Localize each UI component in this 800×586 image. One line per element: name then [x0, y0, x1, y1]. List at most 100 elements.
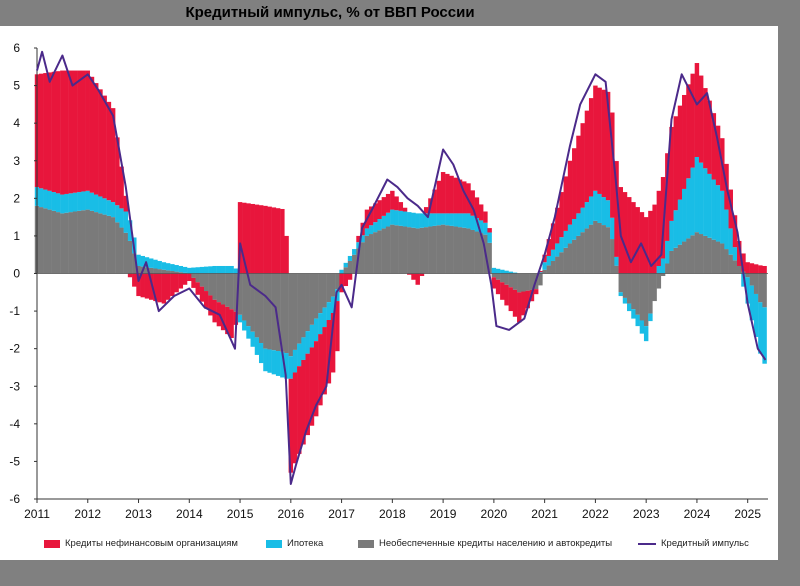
- bar-segment: [127, 273, 133, 278]
- bar-segment: [301, 337, 306, 360]
- bar-segment: [682, 94, 687, 189]
- bar-segment: [390, 209, 395, 225]
- bar-segment: [381, 228, 387, 274]
- bar-segment: [694, 232, 700, 274]
- bar-segment: [220, 265, 226, 274]
- bar-segment: [610, 239, 615, 274]
- bar-segment: [521, 291, 526, 316]
- bar-segment: [584, 228, 590, 274]
- bar-segment: [466, 213, 471, 229]
- bar-segment: [436, 213, 442, 226]
- bar-segment: [208, 266, 213, 274]
- bar-segment: [284, 273, 289, 354]
- bar-segment: [470, 215, 475, 230]
- bar-segment: [703, 168, 708, 236]
- bar-segment: [297, 343, 302, 367]
- bar-segment: [478, 220, 484, 234]
- bar-segment: [504, 284, 509, 306]
- bar-segment: [525, 290, 530, 309]
- bar-segment: [665, 153, 670, 241]
- bar-segment: [191, 277, 196, 288]
- bar-segment: [698, 162, 704, 235]
- legend-label-credit-impulse: Кредитный импульс: [661, 538, 749, 549]
- bar-segment: [60, 194, 65, 214]
- bar-segment: [305, 331, 310, 354]
- bar-segment: [187, 267, 192, 274]
- bar-segment: [297, 273, 302, 344]
- bar-segment: [280, 351, 285, 378]
- bar-segment: [538, 270, 543, 273]
- bar-segment: [686, 238, 691, 274]
- bar-segment: [187, 273, 192, 282]
- bar-segment: [352, 249, 357, 255]
- bar-segment: [343, 262, 349, 268]
- bar-segment: [665, 263, 670, 274]
- bar-segment: [394, 225, 399, 274]
- bar-segment: [749, 285, 755, 321]
- x-tick-label: 2025: [734, 507, 761, 521]
- bar-segment: [745, 273, 750, 278]
- bar-segment: [720, 243, 725, 274]
- bar-segment: [635, 273, 640, 315]
- bar-segment: [51, 210, 57, 274]
- bar-segment: [521, 273, 526, 292]
- bar-segment: [580, 123, 585, 208]
- axes-group: 6 5 4 3 2 1 0 -1 -2 -3 -4 -5 -6 2011 2012 2013 2014 2015 2…: [9, 41, 768, 521]
- bar-segment: [51, 192, 57, 211]
- bar-segment: [411, 227, 416, 274]
- bar-segment: [732, 260, 738, 274]
- x-tick-label: 2014: [176, 507, 203, 521]
- bar-segment: [161, 269, 167, 274]
- bar-segment: [313, 318, 319, 342]
- bar-segment: [157, 260, 162, 270]
- bar-segment: [758, 265, 763, 274]
- bar-segment: [297, 366, 302, 454]
- bar-segment: [487, 232, 492, 243]
- bar-segment: [618, 292, 623, 297]
- bar-segment: [237, 273, 243, 315]
- bar-segment: [402, 226, 408, 274]
- bar-segment: [237, 202, 243, 274]
- bar-segment: [753, 293, 759, 337]
- bar-segment: [322, 307, 327, 328]
- bar-segment: [339, 273, 344, 293]
- bar-segment: [229, 265, 234, 274]
- bar-segment: [622, 273, 628, 298]
- bar-segment: [55, 193, 61, 213]
- bar-segment: [89, 76, 95, 193]
- bar-segment: [292, 349, 298, 373]
- bar-segment: [94, 194, 99, 213]
- bar-segment: [508, 273, 514, 288]
- bar-segment: [593, 220, 598, 274]
- bar-segment: [368, 206, 374, 226]
- x-tick-label: 2024: [684, 507, 711, 521]
- bar-segment: [110, 217, 116, 274]
- bar-segment: [504, 270, 509, 274]
- bar-segment: [149, 258, 154, 268]
- bar-segment: [555, 256, 560, 274]
- bar-segment: [449, 225, 454, 274]
- bar-segment: [373, 232, 378, 274]
- bar-segment: [77, 70, 82, 193]
- bar-segment: [728, 254, 733, 274]
- bar-segment: [432, 225, 437, 274]
- bar-segment: [445, 213, 450, 226]
- bar-segment: [436, 225, 442, 274]
- credit-impulse-line: [36, 50, 767, 485]
- bar-segment: [614, 161, 619, 257]
- bar-segment: [229, 309, 234, 339]
- bar-segment: [258, 273, 264, 344]
- bar-segment: [445, 173, 450, 214]
- bar-segment: [153, 268, 158, 274]
- bar-segment: [580, 207, 585, 233]
- bar-segment: [301, 359, 306, 445]
- bar-segment: [199, 273, 205, 287]
- bar-segment: [165, 263, 171, 271]
- bar-segment: [242, 273, 247, 321]
- bar-segment: [593, 85, 598, 191]
- bar-segment: [233, 273, 239, 312]
- bar-segment: [512, 272, 518, 274]
- bar-segment: [559, 252, 564, 274]
- bar-segment: [449, 213, 454, 226]
- bar-segment: [225, 306, 230, 335]
